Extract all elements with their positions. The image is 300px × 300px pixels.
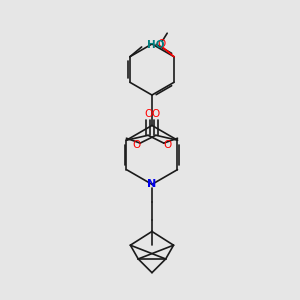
Text: O: O: [164, 140, 172, 150]
Text: O: O: [144, 109, 152, 119]
Text: O: O: [152, 109, 160, 119]
Text: N: N: [147, 179, 157, 189]
Text: HO: HO: [147, 40, 164, 50]
Text: O: O: [132, 140, 140, 150]
Text: O: O: [157, 39, 165, 49]
